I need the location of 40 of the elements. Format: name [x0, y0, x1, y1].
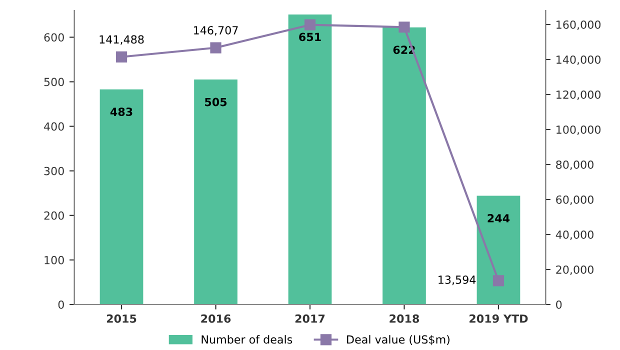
legend-label: Deal value (US$m) — [347, 335, 450, 346]
bar — [194, 80, 238, 304]
y-tick-label: 0 — [58, 300, 64, 309]
y-tick-label: 100 — [44, 256, 64, 264]
y-tick-label: 500 — [44, 78, 64, 86]
y2-tick-label: 40,000 — [556, 230, 594, 240]
data-label: 13,594 — [438, 276, 476, 286]
bar — [476, 196, 520, 304]
y2-tick-label: 0 — [556, 300, 562, 309]
point — [492, 275, 504, 286]
x-tick-label: 2019 YTD — [470, 314, 528, 323]
y-tick-label: 400 — [44, 122, 64, 131]
data-label: 651 — [299, 32, 321, 42]
y2-tick-label: 60,000 — [556, 195, 594, 206]
data-label: 505 — [205, 98, 227, 106]
point — [398, 22, 410, 33]
data-label: 146,707 — [194, 26, 238, 36]
y2-tick-label: 80,000 — [556, 160, 594, 170]
y2-tick-label: 20,000 — [556, 265, 594, 276]
bar — [382, 27, 426, 304]
y2-tick-label: 120,000 — [556, 90, 601, 100]
data-label: 141,488 — [100, 35, 144, 45]
y-tick-label: 600 — [44, 33, 64, 42]
y2-tick-label: 100,000 — [556, 125, 601, 136]
x-tick-label: 2017 — [295, 314, 325, 323]
data-label: 483 — [110, 108, 132, 116]
y2-tick-label: 160,000 — [556, 20, 601, 30]
bar — [100, 89, 144, 304]
point — [304, 19, 316, 30]
y2-tick-label: 140,000 — [556, 55, 601, 66]
bar — [288, 14, 332, 304]
legend-label: Number of deals — [202, 335, 292, 344]
x-tick-label: 2018 — [390, 314, 420, 323]
x-tick-label: 2015 — [106, 314, 136, 323]
y-tick-label: 200 — [44, 211, 64, 220]
point — [210, 42, 222, 54]
x-tick-label: 2016 — [201, 314, 231, 323]
data-label: 244 — [488, 214, 510, 222]
point — [116, 51, 128, 62]
y-tick-label: 300 — [44, 166, 64, 176]
